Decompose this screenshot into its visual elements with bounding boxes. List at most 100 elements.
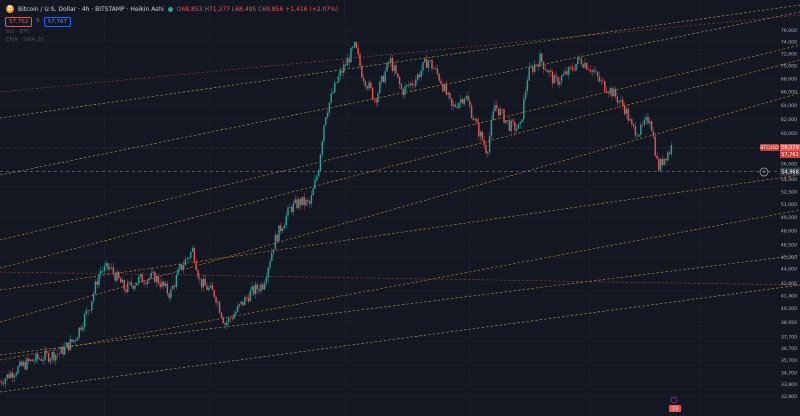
candle-body (33, 361, 35, 362)
candle-body (170, 288, 172, 299)
candle-body (568, 66, 570, 75)
candle-body (51, 351, 53, 359)
candle-body (47, 353, 50, 362)
candle-body (564, 71, 566, 75)
candle-body (136, 283, 138, 286)
y-tick-label: 49,500 (781, 215, 797, 221)
candle-body (596, 71, 599, 77)
candle-body (303, 196, 305, 206)
candle-body (148, 277, 151, 280)
candle-body (143, 282, 145, 284)
candle-body (292, 203, 295, 213)
candle-body (89, 310, 91, 311)
candle-body (58, 353, 61, 355)
candle-body (465, 96, 467, 99)
candle-body (604, 81, 606, 91)
candle-body (577, 57, 579, 65)
candle-body (578, 57, 581, 59)
candle-body (607, 92, 610, 94)
candle-body (634, 126, 637, 136)
market-status-icon (167, 6, 173, 12)
candle-body (478, 122, 480, 137)
candle-body (656, 155, 658, 159)
candle-body (440, 80, 442, 85)
trendline (0, 44, 800, 241)
candle-body (424, 58, 426, 63)
candle-body (654, 136, 656, 156)
price-axis[interactable]: 32,900 33,800 34,700 35,700 36,700 37,700 38,9… (781, 28, 797, 400)
candle-body (127, 282, 129, 292)
event-markers[interactable]: 33 (669, 396, 681, 413)
candle-body (503, 109, 505, 123)
candle-body (128, 282, 131, 283)
candle-body (591, 70, 593, 72)
candle-body (632, 123, 635, 127)
candle-body (76, 337, 79, 341)
candle-body (256, 284, 259, 290)
candle-body (204, 278, 206, 286)
candle-body (179, 264, 181, 269)
candle-body (253, 286, 255, 295)
candle-body (294, 199, 296, 204)
y-tick-label: 52,500 (781, 190, 797, 196)
candle-body (523, 98, 525, 120)
candle-body (213, 290, 215, 297)
candle-body (116, 271, 118, 281)
candle-body (146, 279, 149, 284)
candle-body (299, 199, 302, 206)
candle-body (384, 71, 386, 83)
candle-body (391, 58, 394, 71)
buy-button[interactable]: 57,767 (43, 17, 71, 27)
candle-body (406, 84, 408, 87)
candle-body (663, 158, 665, 165)
candle-body (15, 373, 17, 376)
candle-body (614, 88, 617, 97)
trendline (0, 59, 800, 269)
indicator-volume[interactable]: Vol · BTC (6, 29, 31, 35)
candle-body (101, 271, 104, 272)
candle-body (620, 99, 622, 102)
add-alert-button[interactable]: + (759, 167, 769, 177)
trendline (0, 254, 800, 356)
candle-body (508, 120, 511, 131)
candle-body (276, 234, 278, 242)
candle-body (258, 289, 260, 291)
candle-body (274, 234, 277, 250)
candle-body (164, 283, 167, 287)
candle-body (598, 76, 601, 82)
candle-body (42, 360, 44, 362)
candle-body (37, 354, 39, 360)
candle-body (517, 124, 520, 129)
trendline (0, 92, 800, 323)
crosshair-price-label (780, 167, 800, 176)
candle-body (402, 89, 404, 95)
symbol-title[interactable]: Bitcoin / U.S. Dollar · 4h · BITSTAMP · … (18, 5, 164, 13)
candle-body (46, 350, 48, 354)
indicator-ema[interactable]: EMA · SMA 20 (6, 37, 44, 43)
candle-body (69, 339, 71, 351)
candle-body (285, 215, 287, 226)
sell-button[interactable]: 57,762 (5, 17, 33, 27)
event-badge-text: 33 (672, 407, 678, 413)
candle-body (71, 339, 73, 342)
candle-body (83, 314, 86, 328)
candle-body (191, 248, 194, 252)
candle-body (55, 354, 57, 361)
candle-body (220, 312, 223, 318)
candle-body (429, 60, 431, 61)
y-tick-label: 48,000 (781, 229, 797, 235)
candle-body (361, 65, 363, 78)
candle-body (152, 271, 154, 273)
candle-body (343, 64, 345, 73)
y-tick-label: 70,000 (781, 64, 797, 70)
candle-body (411, 83, 413, 85)
candle-body (159, 283, 161, 288)
open-label: O (176, 5, 182, 13)
candle-body (609, 88, 611, 94)
close-label: C (258, 5, 263, 13)
candle-body (139, 274, 142, 277)
y-tick-label: 62,000 (781, 117, 797, 123)
y-tick-label: 76,000 (781, 28, 797, 34)
event-badge (669, 405, 681, 412)
